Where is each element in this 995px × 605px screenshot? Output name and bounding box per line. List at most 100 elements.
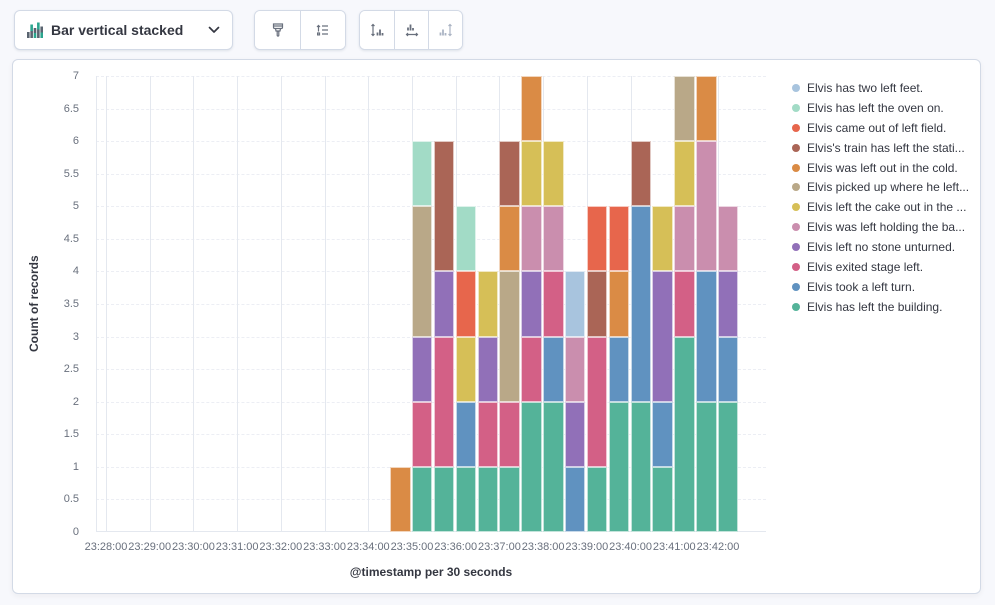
bar-23:36:30[interactable] xyxy=(477,76,499,532)
bar-segment[interactable] xyxy=(411,206,433,337)
bar-segment[interactable] xyxy=(674,76,695,142)
bar-segment[interactable] xyxy=(674,336,695,532)
legend-item[interactable]: Elvis came out of left field. xyxy=(792,118,978,138)
bar-segment[interactable] xyxy=(586,336,608,467)
bar-segment[interactable] xyxy=(543,401,564,532)
bar-segment[interactable] xyxy=(564,271,586,337)
bar-23:41:00[interactable] xyxy=(674,76,695,532)
bar-23:36:00[interactable] xyxy=(455,76,477,532)
bar-segment[interactable] xyxy=(521,206,542,272)
bar-segment[interactable] xyxy=(608,336,630,402)
legend-item[interactable]: Elvis was left holding the ba... xyxy=(792,217,978,237)
bar-segment[interactable] xyxy=(521,336,542,402)
bar-segment[interactable] xyxy=(564,466,586,532)
bar-segment[interactable] xyxy=(433,466,455,532)
bar-segment[interactable] xyxy=(717,206,739,272)
bar-segment[interactable] xyxy=(608,206,630,272)
bar-23:41:30[interactable] xyxy=(696,76,717,532)
bar-segment[interactable] xyxy=(630,401,652,532)
legend-item[interactable]: Elvis has two left feet. xyxy=(792,78,978,98)
bar-segment[interactable] xyxy=(477,466,499,532)
legend-item[interactable]: Elvis left the cake out in the ... xyxy=(792,197,978,217)
bar-segment[interactable] xyxy=(586,206,608,272)
bar-segment[interactable] xyxy=(630,141,652,207)
bar-23:39:00[interactable] xyxy=(586,76,608,532)
legend-item[interactable]: Elvis left no stone unturned. xyxy=(792,237,978,257)
legend-item[interactable]: Elvis picked up where he left... xyxy=(792,177,978,197)
bar-segment[interactable] xyxy=(717,271,739,337)
bar-segment[interactable] xyxy=(477,401,499,467)
bar-segment[interactable] xyxy=(543,206,564,272)
bar-segment[interactable] xyxy=(521,271,542,337)
legend-item[interactable]: Elvis's train has left the stati... xyxy=(792,138,978,158)
bar-23:35:30[interactable] xyxy=(433,76,455,532)
bar-segment[interactable] xyxy=(543,271,564,337)
bar-segment[interactable] xyxy=(543,336,564,402)
bar-segment[interactable] xyxy=(652,466,673,532)
bar-23:38:00[interactable] xyxy=(543,76,564,532)
bar-23:37:00[interactable] xyxy=(499,76,520,532)
bar-segment[interactable] xyxy=(477,336,499,402)
bar-segment[interactable] xyxy=(499,271,520,402)
bar-segment[interactable] xyxy=(717,401,739,532)
legend-item[interactable]: Elvis has left the oven on. xyxy=(792,98,978,118)
bar-segment[interactable] xyxy=(521,401,542,532)
bar-segment[interactable] xyxy=(543,141,564,207)
legend-item[interactable]: Elvis exited stage left. xyxy=(792,257,978,277)
bar-segment[interactable] xyxy=(696,141,717,272)
bar-segment[interactable] xyxy=(477,271,499,337)
bar-segment[interactable] xyxy=(717,336,739,402)
bar-segment[interactable] xyxy=(608,271,630,337)
bar-segment[interactable] xyxy=(564,401,586,467)
bar-segment[interactable] xyxy=(499,466,520,532)
bar-segment[interactable] xyxy=(411,401,433,467)
bar-segment[interactable] xyxy=(411,466,433,532)
bar-segment[interactable] xyxy=(455,466,477,532)
bar-segment[interactable] xyxy=(411,336,433,402)
bar-segment[interactable] xyxy=(696,76,717,142)
bar-23:37:30[interactable] xyxy=(521,76,542,532)
left-axis-button[interactable] xyxy=(360,11,394,49)
bar-segment[interactable] xyxy=(411,141,433,207)
bar-segment[interactable] xyxy=(652,206,673,272)
bar-segment[interactable] xyxy=(390,466,411,532)
bar-23:40:00[interactable] xyxy=(630,76,652,532)
legend-item[interactable]: Elvis has left the building. xyxy=(792,297,978,317)
bar-segment[interactable] xyxy=(586,466,608,532)
bottom-axis-button[interactable] xyxy=(394,11,428,49)
bar-segment[interactable] xyxy=(652,401,673,467)
bar-segment[interactable] xyxy=(455,336,477,402)
bar-segment[interactable] xyxy=(674,206,695,272)
legend-item[interactable]: Elvis took a left turn. xyxy=(792,277,978,297)
bar-segment[interactable] xyxy=(433,141,455,272)
bar-segment[interactable] xyxy=(455,401,477,467)
bar-segment[interactable] xyxy=(696,271,717,402)
right-axis-button[interactable] xyxy=(428,11,462,49)
bar-segment[interactable] xyxy=(499,141,520,207)
chart-type-dropdown[interactable]: Bar vertical stacked xyxy=(14,10,233,50)
bar-segment[interactable] xyxy=(521,141,542,207)
bar-segment[interactable] xyxy=(674,141,695,207)
bar-segment[interactable] xyxy=(586,271,608,337)
bar-23:35:00[interactable] xyxy=(411,76,433,532)
legend-item[interactable]: Elvis was left out in the cold. xyxy=(792,158,978,178)
bar-23:39:30[interactable] xyxy=(608,76,630,532)
bar-segment[interactable] xyxy=(630,206,652,402)
bar-23:42:00[interactable] xyxy=(717,76,739,532)
bar-segment[interactable] xyxy=(521,76,542,142)
bar-segment[interactable] xyxy=(652,271,673,402)
bar-segment[interactable] xyxy=(608,401,630,532)
visual-options-button[interactable] xyxy=(255,11,300,49)
legend-button[interactable] xyxy=(300,11,345,49)
bar-segment[interactable] xyxy=(433,336,455,467)
bar-segment[interactable] xyxy=(499,401,520,467)
bar-segment[interactable] xyxy=(674,271,695,337)
bar-23:40:30[interactable] xyxy=(652,76,673,532)
bar-segment[interactable] xyxy=(696,401,717,532)
bar-segment[interactable] xyxy=(455,271,477,337)
bar-segment[interactable] xyxy=(455,206,477,272)
bar-segment[interactable] xyxy=(499,206,520,272)
bar-segment[interactable] xyxy=(564,336,586,402)
bar-23:38:30[interactable] xyxy=(564,76,586,532)
bar-23:34:30[interactable] xyxy=(390,76,411,532)
